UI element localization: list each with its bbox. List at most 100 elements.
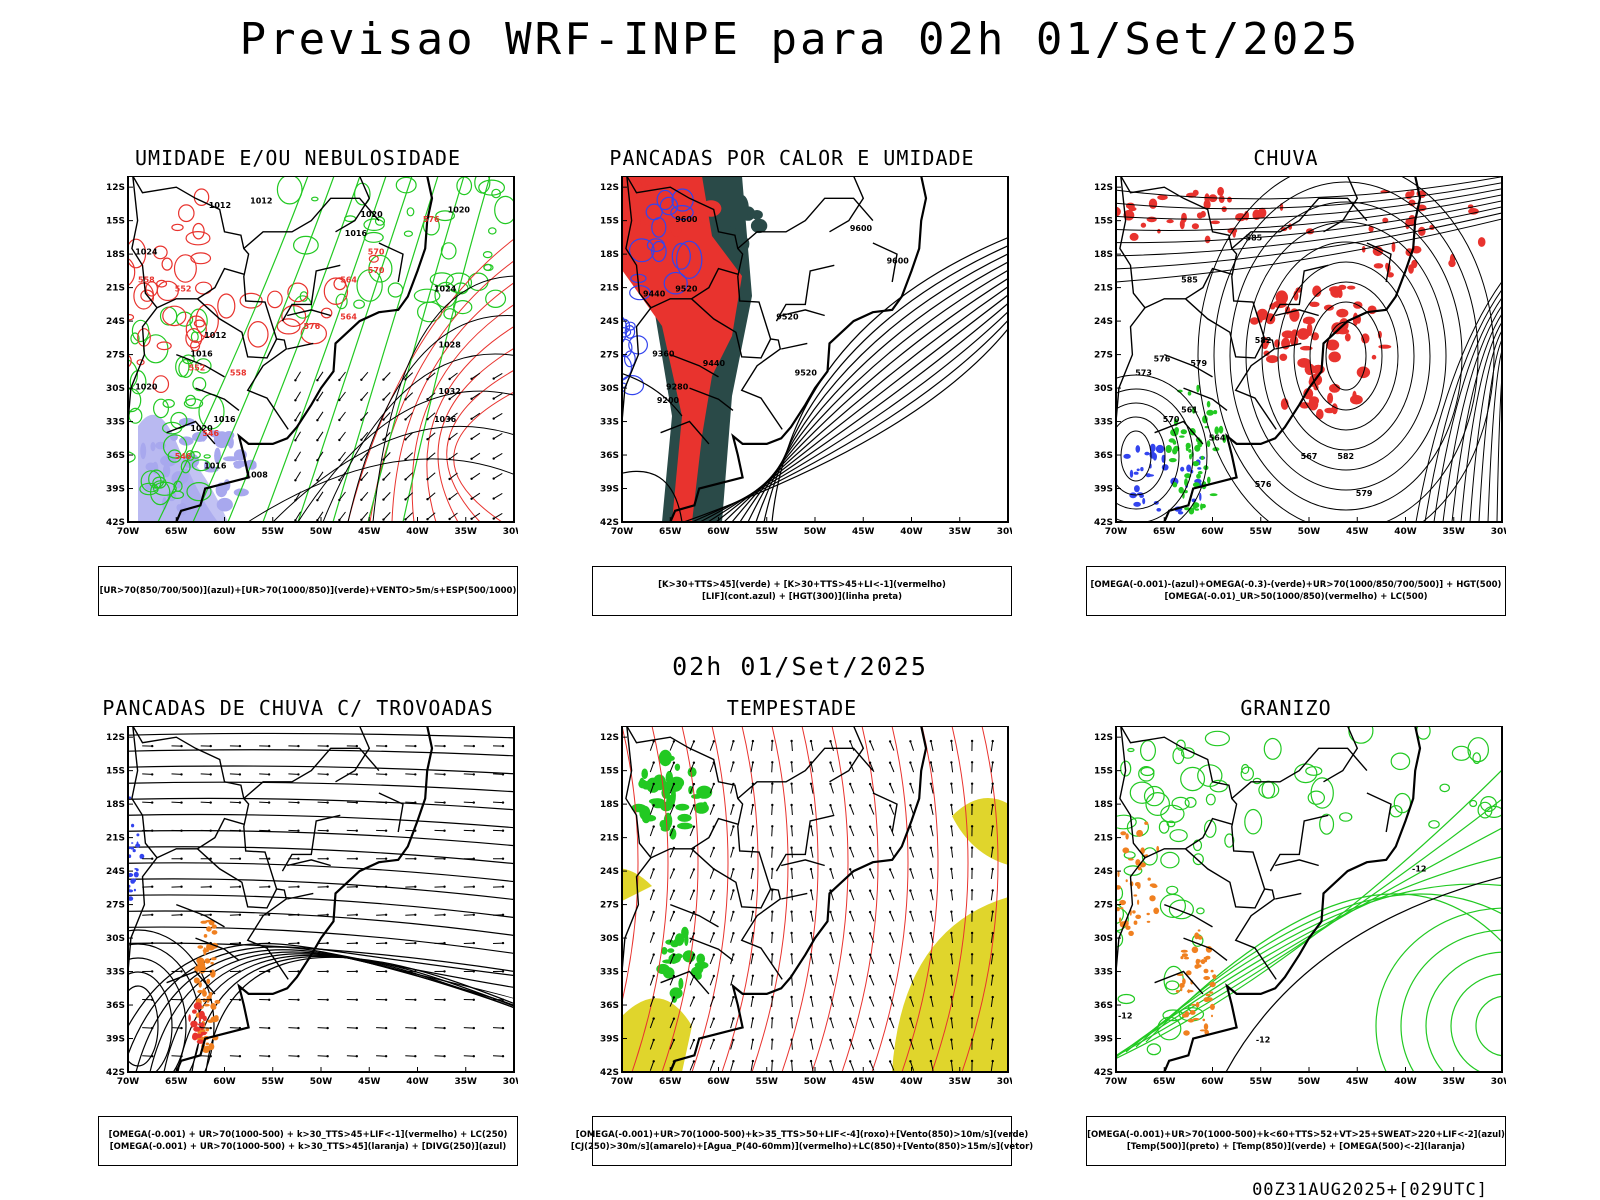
omega-area-orange — [1133, 920, 1138, 925]
rain-area-green — [1192, 461, 1200, 467]
wind-vector — [771, 868, 773, 880]
wind-vector — [732, 1017, 735, 1020]
instability-area-green — [717, 181, 732, 205]
wind-vector — [888, 1017, 892, 1020]
wind-vector — [950, 995, 953, 999]
coastline — [592, 726, 620, 1072]
isobar-contour — [372, 275, 514, 522]
thickness-contour-red — [195, 303, 219, 338]
y-tick-label: 21S — [600, 834, 619, 844]
wind-vector — [869, 975, 875, 986]
wind-area-green — [669, 828, 677, 840]
wind-vector — [868, 1017, 872, 1020]
wind-vector — [810, 911, 814, 922]
wind-vector — [849, 932, 852, 935]
wind-vector — [449, 472, 458, 480]
temp850-contour-green — [1125, 883, 1502, 1053]
wind-vector — [689, 869, 695, 879]
wind-vector — [929, 739, 933, 743]
temp850-contour-green — [1168, 899, 1195, 920]
wind-vector — [751, 761, 755, 764]
instability-area-red — [643, 210, 652, 227]
coastline — [669, 176, 928, 522]
contour-label: -12 — [1118, 1011, 1132, 1020]
humidity-contour-green — [435, 210, 456, 222]
humidity-blob-purple — [140, 442, 147, 460]
streamline-arrow — [238, 829, 242, 832]
temp850-contour-green — [1261, 780, 1276, 799]
thunderstorm-area-red — [188, 1014, 191, 1022]
omega-area-orange — [1209, 991, 1214, 994]
x-tick-label: 30W — [503, 527, 518, 537]
streamline-arrow — [151, 1026, 154, 1030]
wind-vector — [751, 1017, 755, 1020]
wind-vector — [652, 782, 655, 786]
thunderstorm-area-orange — [211, 957, 217, 961]
wind-vector — [991, 953, 994, 956]
y-tick-label: 36S — [1094, 451, 1113, 461]
thickness-contour-red — [217, 293, 236, 319]
streamline-arrow — [209, 829, 212, 832]
country-border — [781, 342, 808, 350]
wind-vector — [361, 411, 369, 421]
streamline-arrow — [268, 885, 271, 888]
streamline-arrow — [229, 1027, 240, 1029]
omega-area-orange — [1180, 956, 1184, 960]
streamline-arrow — [492, 1027, 504, 1029]
geopotential-contour — [1116, 402, 1180, 510]
streamline-arrow — [151, 857, 154, 860]
temp850-contour-green — [1140, 766, 1155, 777]
streamline-arrow — [180, 1055, 183, 1058]
wind-vector — [383, 452, 391, 460]
streamline-arrow — [463, 773, 474, 775]
country-border — [1323, 176, 1359, 233]
streamline-arrow — [463, 1027, 474, 1029]
wind-vector — [950, 911, 954, 922]
wind-vector — [732, 804, 735, 807]
thunderstorm-area-orange — [205, 1045, 211, 1052]
streamline — [128, 830, 514, 847]
streamline-arrow — [443, 744, 446, 748]
wind-vector — [970, 995, 974, 999]
thickness-contour-red — [128, 354, 132, 368]
thunderstorm-area-orange — [197, 945, 204, 949]
streamline — [128, 926, 514, 955]
wind-vector — [649, 1018, 655, 1029]
wind-vector — [709, 890, 715, 901]
x-tick-label: 55W — [262, 1077, 285, 1087]
streamline-arrow — [180, 744, 183, 748]
wind-vector — [929, 761, 933, 764]
map-field-layer — [1116, 176, 1502, 522]
humidity-contour-green — [292, 235, 319, 255]
wind-vector — [294, 459, 297, 462]
wind-vector — [991, 761, 994, 764]
y-tick-label: 36S — [106, 451, 125, 461]
wind-vector — [404, 378, 407, 381]
wind-vector — [339, 471, 346, 481]
temp850-contour-green — [1166, 885, 1179, 895]
rain-area-green — [1172, 482, 1178, 488]
map-field-layer — [592, 726, 1008, 1072]
contour-label: 573 — [1135, 368, 1152, 377]
wind-vector — [692, 740, 696, 743]
y-tick-label: 39S — [106, 1035, 125, 1045]
y-tick-label: 21S — [1094, 834, 1113, 844]
y-tick-label: 27S — [106, 901, 125, 911]
country-border — [176, 353, 225, 378]
y-tick-label: 30S — [1094, 384, 1113, 394]
wind-vector — [830, 762, 834, 773]
wind-vector — [669, 869, 675, 879]
wind-vector — [990, 933, 994, 943]
rain-area-green — [1197, 471, 1203, 475]
temp850-contour-green — [1425, 951, 1502, 1072]
wind-area-green — [687, 767, 697, 778]
wind-vector — [869, 911, 875, 922]
y-tick-label: 15S — [106, 217, 125, 227]
lifted-index-contour-blue — [651, 240, 667, 263]
wind-vector — [470, 377, 473, 380]
wind-vector — [405, 372, 414, 380]
humidity-contour-green — [429, 272, 454, 287]
wind-vector — [930, 868, 934, 880]
map-chart: 9600960096009520952095209440944093609280… — [600, 176, 1012, 537]
wind-vector — [771, 1060, 773, 1072]
